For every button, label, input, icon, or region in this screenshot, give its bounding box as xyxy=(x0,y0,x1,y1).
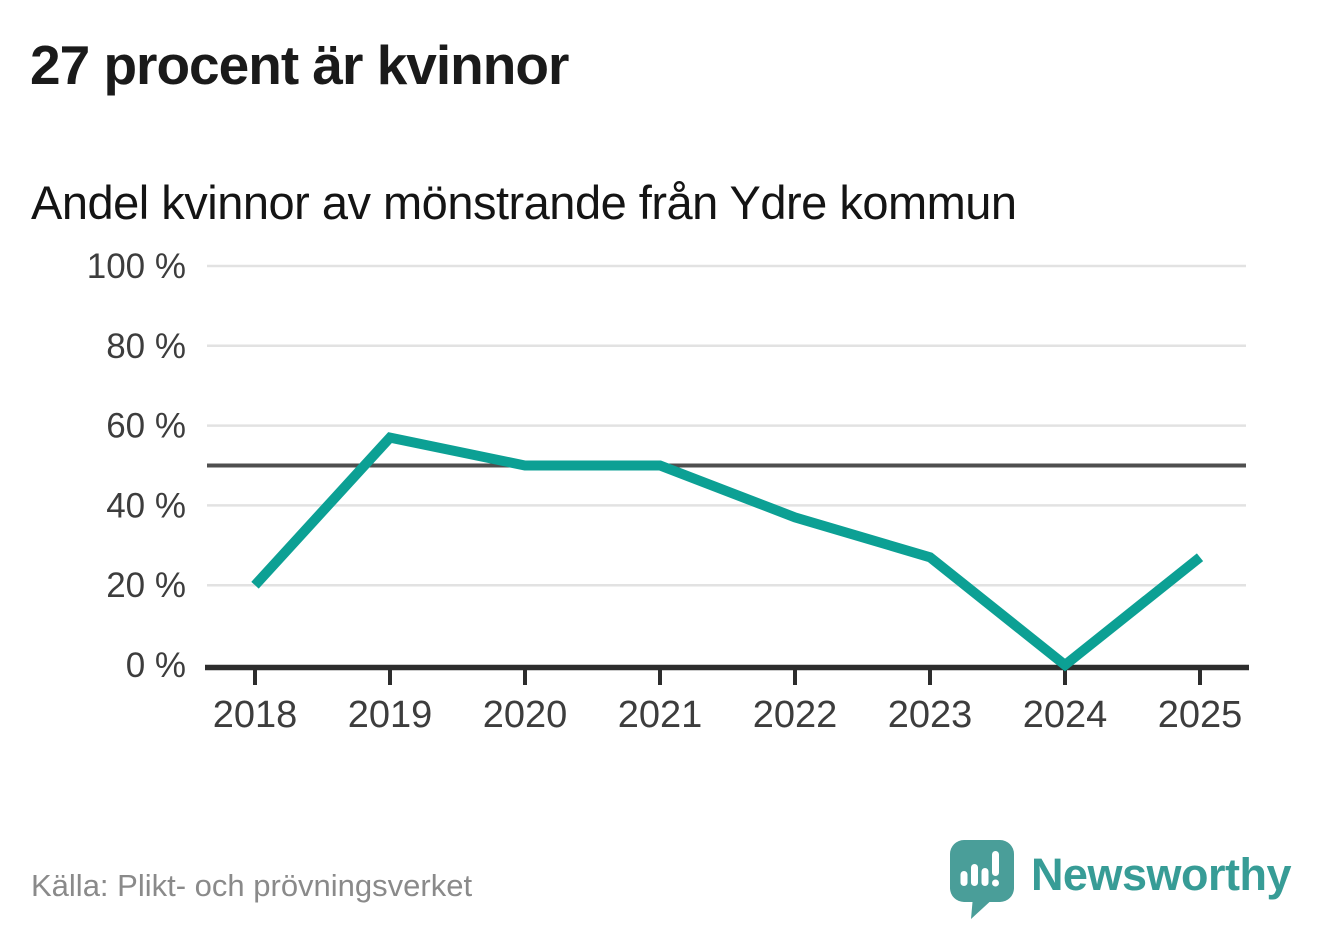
x-axis-label: 2018 xyxy=(213,694,298,736)
x-axis-label: 2021 xyxy=(618,694,703,736)
x-axis-label: 2024 xyxy=(1023,694,1108,736)
y-axis-label: 0 % xyxy=(126,646,186,685)
x-axis-label: 2019 xyxy=(348,694,433,736)
chart-title: 27 procent är kvinnor xyxy=(30,34,569,96)
x-axis-label: 2022 xyxy=(753,694,838,736)
x-axis-label: 2020 xyxy=(483,694,568,736)
chart-subtitle: Andel kvinnor av mönstrande från Ydre ko… xyxy=(31,176,1017,229)
y-axis-label: 100 % xyxy=(87,247,186,286)
x-axis-label: 2023 xyxy=(888,694,973,736)
logo-bar-chart xyxy=(960,864,989,886)
logo-exclamation xyxy=(991,851,999,887)
y-axis-label: 40 % xyxy=(106,486,186,525)
newsworthy-wordmark: Newsworthy xyxy=(1030,849,1292,900)
x-axis-label: 2025 xyxy=(1158,694,1243,736)
y-axis-label: 60 % xyxy=(106,407,186,446)
y-axis-label: 80 % xyxy=(106,327,186,366)
data-line xyxy=(251,432,1204,672)
source-caption: Källa: Plikt- och prövningsverket xyxy=(31,868,473,903)
y-axis-label: 20 % xyxy=(106,566,186,605)
newsworthy-logo-icon xyxy=(949,840,1014,919)
newsworthy-logo: Newsworthy xyxy=(949,840,1292,922)
